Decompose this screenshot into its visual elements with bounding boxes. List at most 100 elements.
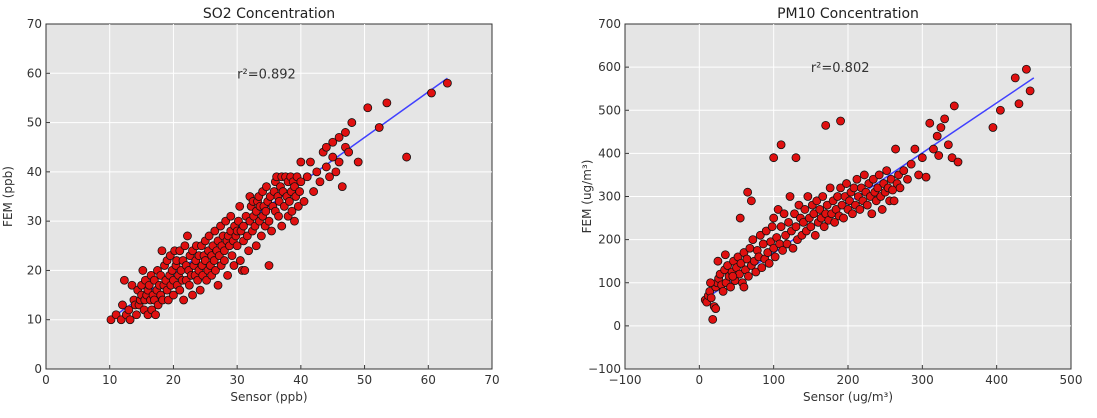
data-point <box>728 271 738 281</box>
data-point <box>874 170 884 180</box>
y-tick-label: 700 <box>598 17 621 31</box>
y-tick-label: 100 <box>598 276 621 290</box>
data-point <box>788 243 798 253</box>
data-point <box>845 196 854 206</box>
data-point <box>309 187 319 196</box>
data-point <box>809 209 819 219</box>
data-point <box>328 152 338 162</box>
data-point <box>287 206 297 216</box>
data-point <box>810 230 820 240</box>
data-point <box>264 216 274 226</box>
data-point <box>720 250 730 260</box>
data-point <box>782 239 792 249</box>
data-point <box>953 157 963 167</box>
data-point <box>325 172 334 182</box>
chart-title: SO2 Concentration <box>203 6 335 22</box>
data-point <box>223 270 232 280</box>
x-tick-label: 100 <box>762 373 785 387</box>
y-axis-label: FEM (ug/m³) <box>580 160 594 234</box>
data-point <box>334 157 344 167</box>
data-point <box>839 213 848 223</box>
data-point <box>758 239 768 249</box>
data-point <box>947 153 957 163</box>
data-point <box>293 201 303 211</box>
data-point <box>791 153 801 163</box>
data-point <box>188 290 197 300</box>
data-point <box>382 98 392 108</box>
data-point <box>138 266 148 275</box>
data-point <box>284 197 294 206</box>
data-point <box>706 278 715 288</box>
data-point <box>748 235 758 245</box>
data-point <box>321 162 331 172</box>
data-point <box>873 183 883 193</box>
data-point <box>210 226 220 236</box>
data-point <box>778 246 787 255</box>
data-point <box>402 152 412 162</box>
data-point <box>195 285 205 295</box>
data-point <box>936 123 946 132</box>
data-point <box>374 123 384 132</box>
data-point <box>235 201 245 211</box>
data-point <box>240 266 250 275</box>
data-point <box>925 118 935 128</box>
data-point <box>239 221 248 231</box>
data-point <box>726 282 735 292</box>
data-point <box>812 196 822 206</box>
data-point <box>906 159 916 169</box>
x-tick-label: 500 <box>1060 373 1083 387</box>
data-point <box>262 182 271 192</box>
r-squared-annotation: r²=0.892 <box>237 67 296 82</box>
data-point <box>229 261 239 270</box>
data-point <box>213 280 223 290</box>
data-point <box>776 222 786 232</box>
data-point <box>1010 73 1020 83</box>
x-tick-label: 300 <box>911 373 934 387</box>
data-point <box>746 196 756 206</box>
data-point <box>227 251 237 261</box>
data-point <box>806 222 816 232</box>
y-tick-label: 500 <box>598 103 621 117</box>
y-tick-label: 600 <box>598 60 621 74</box>
data-point <box>296 157 306 167</box>
data-point <box>735 213 745 223</box>
data-point <box>776 140 786 150</box>
data-point <box>859 170 869 180</box>
x-tick-label: 0 <box>42 373 50 387</box>
data-point <box>132 310 141 320</box>
y-tick-label: 40 <box>27 165 42 179</box>
y-tick-label: 20 <box>27 263 42 277</box>
x-axis-ticks: 0 10 20 30 40 50 60 70 <box>42 365 500 387</box>
data-point <box>219 256 229 265</box>
data-point <box>315 177 325 187</box>
data-point <box>779 209 789 219</box>
data-point <box>769 153 779 163</box>
x-tick-label: 200 <box>837 373 860 387</box>
data-point <box>127 280 137 290</box>
data-point <box>849 183 859 193</box>
data-points <box>700 64 1035 324</box>
x-tick-label: 60 <box>421 373 436 387</box>
data-point <box>277 221 287 231</box>
y-tick-label: 60 <box>27 66 42 80</box>
data-point <box>868 174 878 184</box>
x-tick-label: −100 <box>609 373 642 387</box>
data-point <box>183 231 192 241</box>
data-point <box>794 200 804 210</box>
y-tick-label: 50 <box>27 116 42 130</box>
data-point <box>442 78 452 88</box>
data-point <box>903 174 912 184</box>
y-tick-label: 30 <box>27 214 42 228</box>
data-point <box>267 226 276 236</box>
data-point <box>331 167 341 177</box>
data-point <box>917 153 927 163</box>
data-point <box>175 285 185 295</box>
data-point <box>803 192 813 201</box>
data-point <box>867 209 877 219</box>
data-point <box>842 179 851 188</box>
data-point <box>184 280 194 290</box>
data-points <box>106 78 452 325</box>
y-tick-label: −100 <box>588 362 621 376</box>
data-point <box>312 167 322 177</box>
